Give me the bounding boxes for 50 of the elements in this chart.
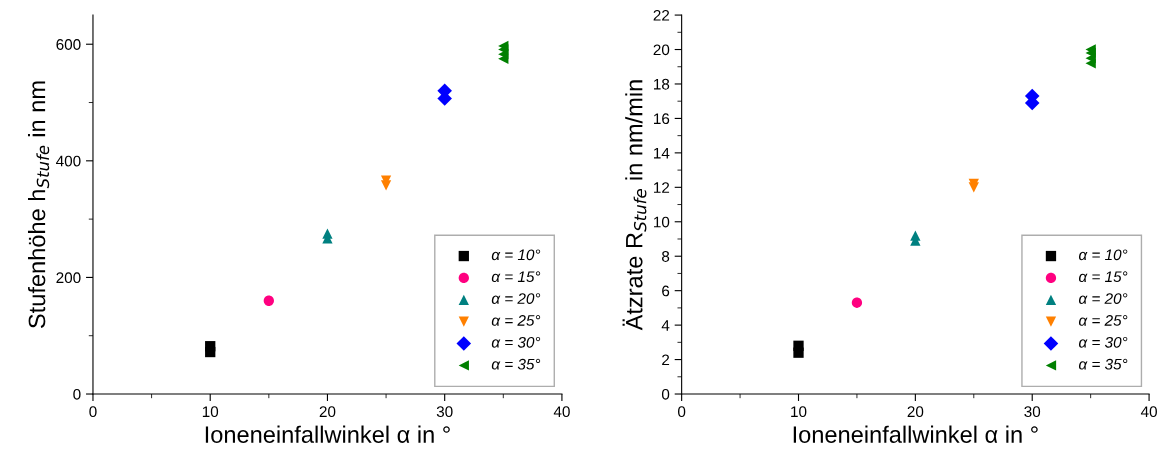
point — [910, 230, 921, 241]
point — [1085, 44, 1096, 55]
y-tick-label: 600 — [56, 39, 81, 50]
x-tick-label: 20 — [907, 406, 924, 418]
y-tick-label: 8 — [662, 251, 670, 262]
legend-label: α = 35° — [491, 358, 541, 370]
y-tick-label: 0 — [661, 388, 670, 400]
y-axis-title: Ätzrate R$_{Stufe}$ in nm/min — [622, 80, 647, 331]
x-tick-label: 30 — [436, 406, 453, 418]
x-tick-label: 10 — [202, 406, 219, 418]
legend-label: α = 30° — [491, 336, 541, 348]
x-tick-label: 30 — [1024, 406, 1041, 418]
legend-label: α = 15° — [1078, 271, 1128, 283]
x-tick-label: 0 — [677, 406, 686, 418]
point — [263, 295, 274, 306]
x-tick-label: 0 — [89, 406, 97, 418]
legend-label: α = 15° — [491, 271, 541, 283]
y-tick-label: 20 — [653, 44, 670, 56]
x-axis-title: Ioneneinfallwinkel α in ° — [205, 425, 450, 443]
point — [322, 228, 333, 239]
y-tick-label: 6 — [662, 285, 670, 297]
y-tick-label: 16 — [654, 113, 670, 125]
y-tick-label: 400 — [56, 155, 81, 167]
x-tick-label: 20 — [319, 406, 336, 418]
y-tick-label: 4 — [661, 320, 670, 331]
legend-label: α = 25° — [1078, 315, 1128, 326]
point — [851, 297, 863, 308]
y-tick-label: 18 — [654, 78, 670, 90]
legend-label: α = 25° — [491, 315, 541, 326]
y-tick-label: 200 — [56, 272, 81, 284]
legend-label: α = 20° — [1078, 293, 1128, 304]
legend-label: α = 30° — [1078, 336, 1128, 348]
y-tick-label: 2 — [662, 354, 670, 366]
x-axis-title: Ioneneinfallwinkel α in ° — [793, 425, 1038, 443]
x-tick-label: 40 — [553, 406, 570, 418]
y-tick-label: 0 — [73, 388, 81, 400]
y-tick-label: 14 — [654, 147, 670, 159]
y-axis-title: Stufenhöhe h$_{Stufe}$ in nm — [27, 81, 50, 329]
legend-label: α = 35° — [1078, 358, 1128, 370]
x-tick-label: 10 — [791, 406, 807, 418]
y-tick-label: 12 — [654, 182, 670, 193]
y-tick-label: 22 — [653, 9, 670, 21]
point — [793, 340, 804, 351]
legend-label: α = 10° — [491, 249, 541, 261]
x-tick-label: 40 — [1140, 406, 1157, 418]
point — [205, 341, 216, 352]
legend-label: α = 20° — [491, 293, 541, 304]
y-tick-label: 10 — [654, 216, 670, 228]
point — [498, 40, 509, 52]
legend-label: α = 10° — [1078, 249, 1128, 261]
